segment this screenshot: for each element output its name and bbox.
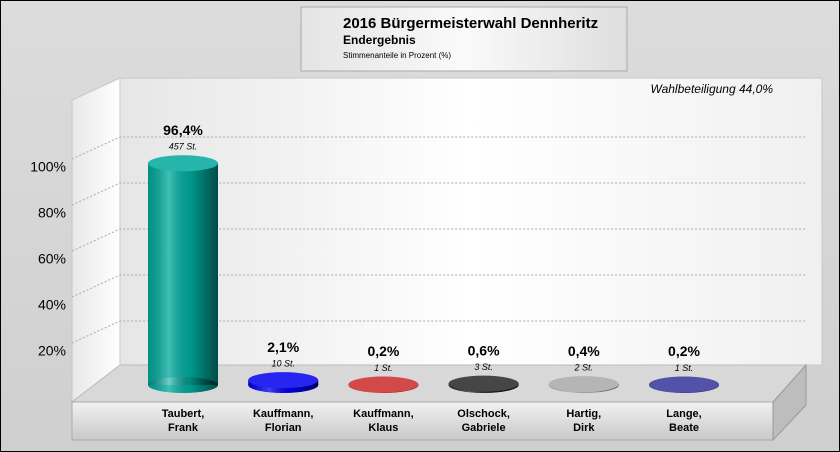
bar [148,155,218,393]
bar [448,375,519,393]
y-tick-label: 40% [38,297,66,313]
annotation: Wahlbeteiligung 44,0% [650,82,773,96]
grid-line [71,182,806,206]
y-tick-label: 20% [38,343,66,359]
x-tick-label: Gabriele [462,422,506,434]
bar-top-shade [248,372,319,389]
vote-label: 3 St. [474,362,493,372]
chart-subtitle: Endergebnis [343,33,416,47]
floor-side [772,363,807,442]
grid-line [71,274,806,298]
bar [248,372,319,393]
x-tick-label: Olschock, [457,408,510,420]
vote-label: 1 St. [675,363,694,373]
value-label: 0,2% [367,343,399,359]
x-tick-label: Lange, [666,408,701,420]
value-label: 0,4% [568,343,600,359]
value-label: 0,2% [668,343,700,359]
bar-top [448,375,519,392]
y-tick-label: 60% [38,251,66,267]
bar [649,376,719,393]
x-tick-label: Klaus [368,422,398,434]
x-tick-label: Kauffmann, [353,408,414,420]
bar [348,376,419,393]
back-wall [119,77,823,366]
vote-label: 457 St. [169,142,198,152]
vote-label: 2 St. [574,362,594,372]
x-tick-label: Frank [168,422,199,434]
y-tick-label: 80% [38,205,66,221]
bar-body-shade [148,163,218,385]
bar-top-shade [148,155,218,172]
floor-front [71,401,774,441]
bar-top [248,372,319,389]
bar-top [649,376,719,393]
value-label: 2,1% [267,339,299,355]
x-tick-label: Florian [265,422,302,434]
grid-line [71,320,806,344]
bar-top [148,155,218,172]
x-tick-label: Dirk [573,422,595,434]
value-label: 96,4% [163,122,203,138]
grid-line [71,136,806,160]
x-tick-label: Hartig, [566,408,601,420]
y-tick-label: 100% [30,159,66,175]
bar [548,376,619,393]
x-tick-label: Taubert, [162,408,205,420]
vote-label: 1 St. [374,363,393,373]
bar-top-shade [348,376,419,393]
left-wall [71,77,121,404]
bar-top-shade [548,376,619,393]
value-label: 0,6% [468,342,500,358]
bar-top-shade [649,376,719,393]
grid-line [71,228,806,252]
bar-top-shade [448,375,519,392]
x-tick-label: Kauffmann, [253,408,314,420]
chart-title: 2016 Bürgermeisterwahl Dennheritz [343,15,598,32]
vote-label: 10 St. [271,359,295,369]
bar-top [548,376,619,393]
title-box [300,6,628,72]
bar-top [348,376,419,393]
axis-label: Stimmenanteile in Prozent (%) [343,51,451,60]
x-tick-label: Beate [669,422,699,434]
